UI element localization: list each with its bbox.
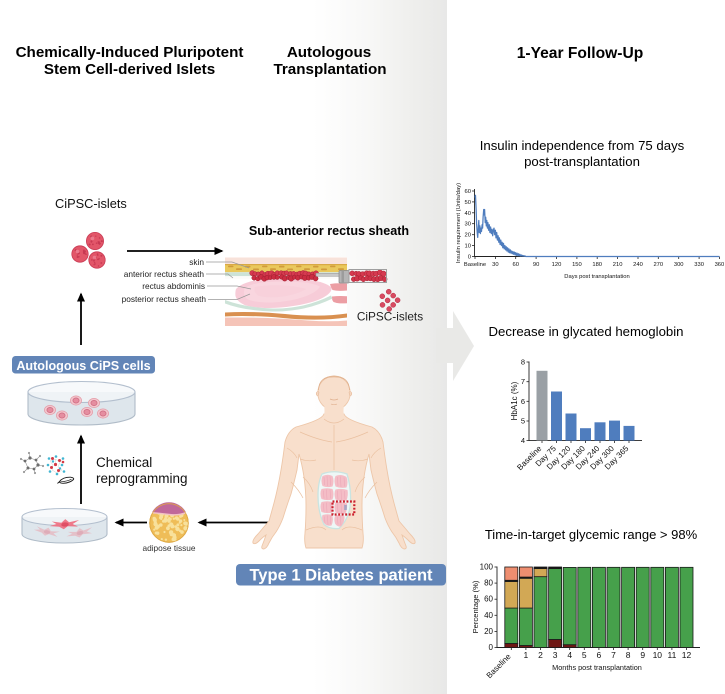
- svg-text:330: 330: [694, 262, 704, 268]
- svg-text:4: 4: [521, 436, 525, 445]
- svg-text:Baseline: Baseline: [464, 262, 486, 268]
- svg-text:Insulin independence from 75 d: Insulin independence from 75 days: [480, 138, 685, 153]
- svg-text:4: 4: [567, 650, 572, 660]
- svg-text:10: 10: [653, 650, 663, 660]
- svg-text:60: 60: [484, 595, 493, 604]
- svg-text:150: 150: [572, 262, 582, 268]
- svg-text:80: 80: [484, 579, 493, 588]
- svg-text:1: 1: [524, 650, 529, 660]
- svg-text:adipose tissue: adipose tissue: [142, 543, 195, 553]
- svg-text:reprogramming: reprogramming: [96, 471, 188, 486]
- svg-text:240: 240: [633, 262, 643, 268]
- svg-text:60: 60: [512, 262, 518, 268]
- svg-text:270: 270: [653, 262, 663, 268]
- svg-text:5: 5: [521, 417, 525, 426]
- svg-text:30: 30: [465, 222, 471, 228]
- svg-text:rectus abdominis: rectus abdominis: [142, 281, 205, 291]
- svg-text:6: 6: [521, 397, 525, 406]
- svg-text:Days post transplantation: Days post transplantation: [564, 274, 629, 280]
- svg-text:0: 0: [468, 255, 471, 261]
- svg-text:120: 120: [552, 262, 562, 268]
- svg-text:12: 12: [682, 650, 692, 660]
- svg-text:Chemically-Induced Pluripotent: Chemically-Induced Pluripotent: [16, 44, 244, 61]
- svg-text:Insulin requirement (Units/day: Insulin requirement (Units/day): [456, 183, 462, 263]
- svg-text:Chemical: Chemical: [96, 455, 152, 470]
- svg-text:90: 90: [533, 262, 539, 268]
- svg-text:Stem Cell-derived Islets: Stem Cell-derived Islets: [44, 61, 215, 78]
- svg-text:11: 11: [667, 650, 676, 660]
- svg-text:posterior rectus sheath: posterior rectus sheath: [122, 294, 207, 304]
- svg-text:60: 60: [465, 189, 471, 195]
- svg-text:3: 3: [553, 650, 558, 660]
- svg-text:2: 2: [538, 650, 543, 660]
- svg-text:360: 360: [715, 262, 725, 268]
- svg-text:8: 8: [521, 358, 525, 367]
- svg-text:30: 30: [492, 262, 498, 268]
- svg-text:HbA1c (%): HbA1c (%): [510, 381, 519, 420]
- svg-text:8: 8: [626, 650, 631, 660]
- svg-text:Decrease in glycated hemoglobi: Decrease in glycated hemoglobin: [489, 324, 684, 339]
- svg-text:anterior rectus sheath: anterior rectus sheath: [124, 269, 205, 279]
- svg-text:180: 180: [592, 262, 602, 268]
- svg-text:skin: skin: [189, 257, 204, 267]
- svg-text:50: 50: [465, 200, 471, 206]
- svg-text:100: 100: [480, 563, 494, 572]
- svg-text:post-transplantation: post-transplantation: [524, 154, 640, 169]
- svg-text:0: 0: [489, 643, 494, 652]
- svg-text:Autologous: Autologous: [287, 44, 371, 61]
- svg-text:Percentage (%): Percentage (%): [471, 580, 480, 633]
- svg-text:Baseline: Baseline: [485, 652, 513, 680]
- svg-text:210: 210: [613, 262, 623, 268]
- svg-text:5: 5: [582, 650, 587, 660]
- svg-text:9: 9: [640, 650, 645, 660]
- svg-text:Autologous CiPS cells: Autologous CiPS cells: [16, 359, 150, 373]
- svg-text:1-Year Follow-Up: 1-Year Follow-Up: [517, 45, 644, 62]
- svg-text:300: 300: [674, 262, 684, 268]
- svg-text:20: 20: [484, 627, 493, 636]
- svg-text:7: 7: [521, 377, 525, 386]
- svg-text:CiPSC-islets: CiPSC-islets: [55, 196, 127, 211]
- svg-text:40: 40: [484, 611, 493, 620]
- svg-text:Transplantation: Transplantation: [273, 61, 386, 78]
- svg-text:40: 40: [465, 211, 471, 217]
- svg-text:Months post transplantation: Months post transplantation: [552, 663, 642, 672]
- svg-text:CiPSC-islets: CiPSC-islets: [357, 310, 423, 324]
- svg-text:6: 6: [597, 650, 602, 660]
- svg-text:Type 1 Diabetes patient: Type 1 Diabetes patient: [249, 567, 433, 585]
- svg-text:20: 20: [465, 233, 471, 239]
- svg-text:7: 7: [611, 650, 616, 660]
- svg-text:Time-in-target glycemic range: Time-in-target glycemic range > 98%: [485, 527, 698, 542]
- svg-text:10: 10: [465, 244, 471, 250]
- svg-text:Sub-anterior rectus sheath: Sub-anterior rectus sheath: [249, 224, 409, 238]
